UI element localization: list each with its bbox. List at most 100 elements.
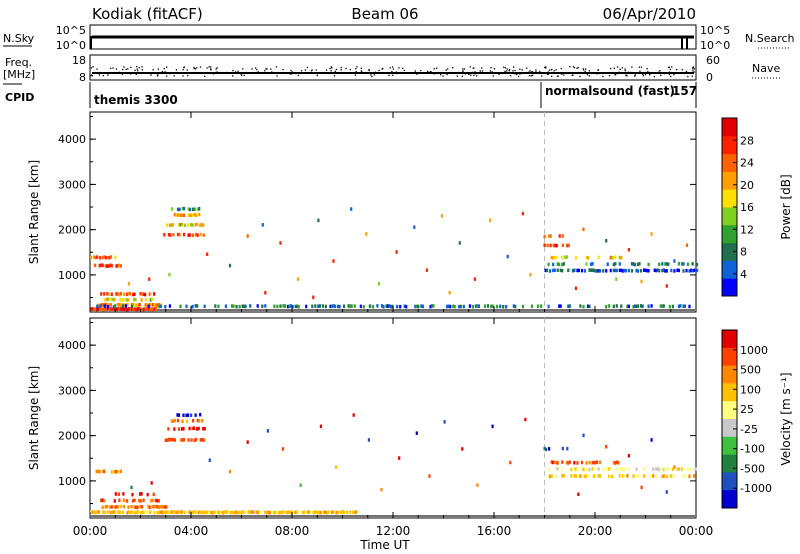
range-cell [122,297,125,302]
range-cell [223,510,226,514]
range-cell [98,264,101,268]
range-cell [658,467,661,472]
range-cell [656,467,659,471]
range-cell [96,307,99,312]
y-tick-label: 1000 [58,475,86,488]
nave-point [445,69,447,71]
range-cell [593,467,596,471]
nave-point [368,69,370,71]
nave-point [576,67,578,69]
range-cell [171,223,174,227]
range-cell [626,304,629,309]
range-cell [646,268,649,273]
range-cell [332,304,335,308]
nave-point [141,66,143,68]
range-cell [164,304,167,309]
nave-point [331,67,333,69]
range-cell [305,510,308,515]
range-cell [192,233,195,237]
range-cell [317,304,320,308]
nave-point [569,66,571,68]
range-cell [137,303,140,307]
range-cell [561,234,564,238]
range-cell [180,510,184,514]
range-cell [371,304,374,309]
range-cell [162,505,165,509]
nave-point [639,70,641,72]
range-cell [187,207,190,211]
nave-point [545,66,547,68]
range-cell [559,304,562,308]
range-cell [579,304,582,308]
nave-point [241,74,243,76]
nave-point [508,70,510,72]
range-cell [119,264,122,268]
range-cell [591,474,594,478]
colorbar-tick-label: 20 [740,179,754,192]
colorbar-segment [722,135,737,155]
range-cell [203,510,206,514]
nave-point [550,69,552,71]
range-cell [652,474,655,478]
nave-tick-low: 0 [706,71,713,84]
range-cell [617,461,620,465]
nave-point [196,67,198,69]
range-cell [113,505,116,509]
range-cell [109,263,112,267]
range-cell [670,268,673,273]
range-cell [506,254,509,259]
range-cell [552,256,555,260]
range-cell [574,467,577,471]
range-cell [132,302,135,307]
range-cell [135,307,138,312]
nave-point [691,75,693,77]
range-cell [187,233,190,237]
range-cell [576,467,579,472]
nave-point [175,69,178,71]
nave-point [330,66,332,68]
nave-point [157,68,159,70]
range-cell [662,467,665,472]
range-cell [281,447,285,451]
range-cell [167,233,170,237]
nave-point [187,74,189,77]
range-cell [521,211,524,216]
nave-point [91,75,94,77]
range-cell [208,458,211,462]
range-cell [218,511,221,515]
range-cell [174,510,177,514]
range-cell [163,505,166,509]
range-cell [673,269,676,273]
range-cell [627,248,630,252]
nave-point [243,74,245,77]
colorbar-tick-label: 4 [740,268,747,281]
range-cell [133,498,136,502]
range-cell [179,438,183,442]
nave-point [547,73,549,75]
range-cell [477,304,480,308]
freq-label: Freq. [5,56,32,69]
nave-point [582,68,584,70]
range-cell [658,262,661,267]
nave-point [291,71,293,73]
range-cell [608,304,611,308]
range-cell [638,474,641,478]
range-cell [221,511,224,515]
nave-point [125,68,127,70]
nave-point [535,71,537,73]
nave-point [462,72,464,75]
range-cell [620,304,623,308]
range-cell [594,461,597,465]
range-cell [471,305,474,309]
range-cell [562,262,565,266]
nave-point [392,74,394,76]
range-cell [109,510,112,515]
range-cell [114,492,117,496]
range-cell [173,438,176,442]
nave-point [164,71,166,73]
colorbar-tick-label: -1000 [740,482,772,495]
range-cell [147,307,150,311]
range-cell [153,303,156,308]
nave-point [531,71,533,73]
range-cell [353,510,356,515]
